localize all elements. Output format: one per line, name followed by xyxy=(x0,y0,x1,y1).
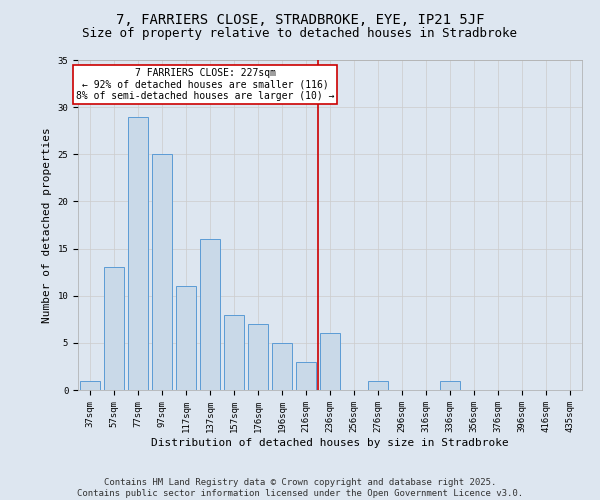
Bar xyxy=(272,343,292,390)
Bar xyxy=(128,116,148,390)
Bar xyxy=(200,239,220,390)
Bar xyxy=(224,314,244,390)
Bar xyxy=(152,154,172,390)
Text: Size of property relative to detached houses in Stradbroke: Size of property relative to detached ho… xyxy=(83,28,517,40)
Bar xyxy=(248,324,268,390)
Text: Contains HM Land Registry data © Crown copyright and database right 2025.
Contai: Contains HM Land Registry data © Crown c… xyxy=(77,478,523,498)
Text: 7, FARRIERS CLOSE, STRADBROKE, EYE, IP21 5JF: 7, FARRIERS CLOSE, STRADBROKE, EYE, IP21… xyxy=(116,12,484,26)
Text: 7 FARRIERS CLOSE: 227sqm
← 92% of detached houses are smaller (116)
8% of semi-d: 7 FARRIERS CLOSE: 227sqm ← 92% of detach… xyxy=(76,68,334,100)
Y-axis label: Number of detached properties: Number of detached properties xyxy=(42,127,52,323)
Bar xyxy=(320,334,340,390)
Bar xyxy=(368,380,388,390)
Bar xyxy=(80,380,100,390)
Bar xyxy=(440,380,460,390)
Bar xyxy=(296,362,316,390)
X-axis label: Distribution of detached houses by size in Stradbroke: Distribution of detached houses by size … xyxy=(151,438,509,448)
Bar xyxy=(176,286,196,390)
Bar xyxy=(104,268,124,390)
